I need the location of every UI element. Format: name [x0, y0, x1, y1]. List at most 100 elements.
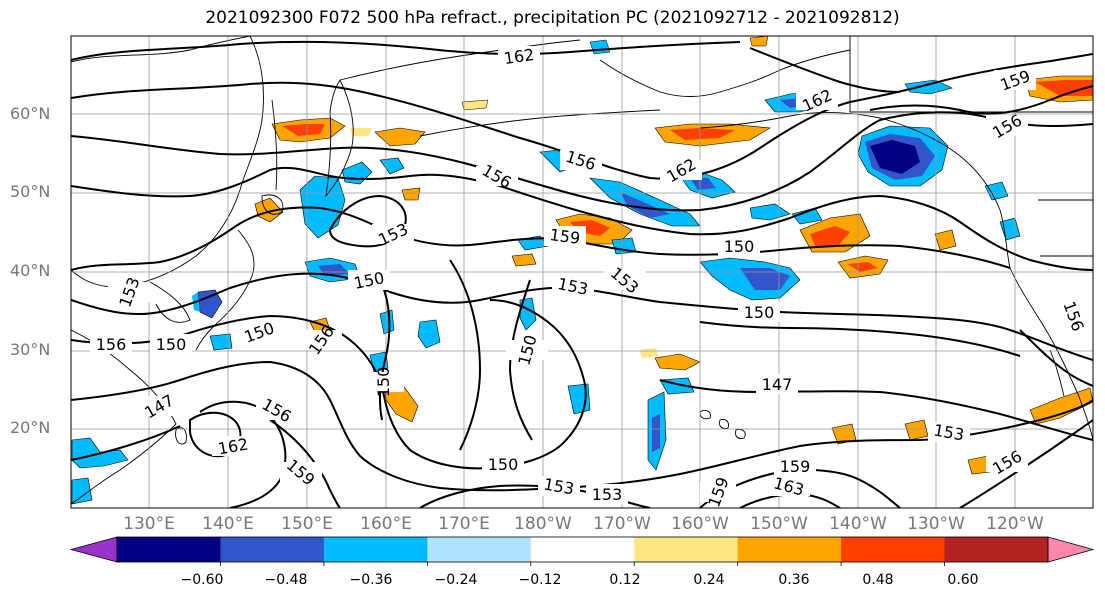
- figure-title: 2021092300 F072 500 hPa refract., precip…: [205, 8, 900, 28]
- colorbar-segment: [634, 537, 739, 562]
- coast-hawaii: [699, 409, 746, 439]
- shade-negative: [318, 264, 350, 276]
- colorbar-segment: [427, 537, 532, 562]
- colorbar-segment: [944, 537, 1049, 562]
- contour-line: [699, 321, 1021, 357]
- colorbar-frame: [116, 536, 1049, 563]
- lat-label: 30°N: [10, 340, 51, 359]
- colorbar-tick-label: −0.60: [180, 572, 224, 588]
- shade-positive: [934, 229, 957, 251]
- lat-label: 60°N: [10, 104, 51, 123]
- shade-weak-positive: [640, 348, 658, 358]
- coast-sakhalin: [271, 99, 278, 191]
- contour-line: [378, 279, 391, 421]
- coast-baja: [1049, 349, 1065, 397]
- lon-label: 150°E: [281, 514, 333, 534]
- colorbar-tick-label: 0.48: [862, 572, 894, 588]
- shade-negative: [620, 192, 670, 218]
- lon-label: 130°W: [907, 514, 965, 534]
- coast-japan: [195, 229, 255, 351]
- contour-line: [449, 259, 482, 451]
- shade-strong-negative: [870, 140, 920, 174]
- contour-line: [71, 111, 1093, 212]
- shade-strong-positive: [848, 262, 878, 272]
- shade-strong-positive: [810, 226, 850, 246]
- contour-line: [508, 279, 533, 441]
- contour-line: [71, 40, 741, 61]
- coast-korea: [149, 281, 191, 323]
- lon-label: 170°W: [593, 514, 651, 534]
- precipitation-shading: [71, 36, 1093, 505]
- contour-label: 150: [724, 237, 755, 256]
- lon-label: 140°E: [202, 514, 254, 534]
- contour-line: [199, 400, 287, 508]
- shade-strong-positive: [670, 128, 735, 140]
- shade-strong-positive: [1035, 80, 1093, 96]
- lon-label: 130°E: [123, 514, 175, 534]
- shade-moderate-negative: [984, 181, 1009, 201]
- coast-kamchatka: [325, 79, 354, 198]
- shade-negative: [690, 178, 716, 190]
- lon-label: 180°W: [514, 514, 572, 534]
- colorbar-segment: [530, 537, 635, 562]
- colorbar-tick-label: 0.12: [609, 572, 641, 588]
- contour-line: [749, 47, 901, 93]
- gridlines: [71, 36, 1093, 508]
- colorbar-segment: [841, 537, 946, 562]
- colorbar-tick-label: 0.60: [947, 572, 979, 588]
- shade-positive: [511, 253, 537, 267]
- shade-strong-positive: [282, 124, 325, 136]
- colorbar-segment: [117, 537, 221, 562]
- contour-label: 159: [548, 225, 581, 248]
- shade-weak-positive: [350, 128, 372, 136]
- coast-taiwan: [175, 427, 187, 445]
- contour-label: 150: [374, 367, 393, 398]
- contour-label: 153: [592, 485, 623, 504]
- coast-alaska-west: [599, 49, 851, 97]
- colorbar-extend-min: [69, 536, 118, 563]
- lon-label: 160°E: [360, 514, 412, 534]
- coast-na-west: [1009, 267, 1093, 441]
- colorbar-tick-label: −0.24: [434, 572, 478, 588]
- contour-line: [71, 53, 1093, 180]
- colorbar-tick-label: 0.24: [693, 572, 725, 588]
- contour-line: [659, 379, 1093, 441]
- contour-label: 147: [762, 375, 793, 394]
- contour-line: [71, 360, 1093, 492]
- lat-label: 50°N: [10, 182, 51, 201]
- shade-moderate-negative: [209, 333, 233, 351]
- lon-label: 150°W: [750, 514, 808, 534]
- contour-label: 156: [96, 335, 127, 354]
- shade-negative: [197, 289, 223, 319]
- colorbar-extend-max: [1047, 536, 1095, 563]
- colorbar-tick-label: −0.48: [264, 572, 308, 588]
- contour-line: [71, 299, 587, 470]
- shade-positive: [749, 36, 769, 47]
- colorbar-segment: [323, 537, 428, 562]
- coast-hokkaido: [261, 194, 284, 215]
- lon-label: 140°W: [829, 514, 887, 534]
- shade-positive: [654, 353, 701, 371]
- coast-china: [71, 329, 177, 505]
- shade-positive: [374, 127, 426, 147]
- shade-moderate-negative: [749, 203, 791, 221]
- lat-label: 20°N: [10, 418, 51, 437]
- colorbar: [69, 536, 1095, 566]
- contour-line: [71, 419, 341, 508]
- coastlines: [71, 36, 1093, 505]
- shade-negative: [740, 268, 790, 290]
- shade-weak-positive: [461, 99, 489, 111]
- shade-moderate-negative: [417, 319, 441, 349]
- colorbar-tick-label: −0.36: [349, 572, 393, 588]
- contour-label: 159: [780, 457, 811, 476]
- map-frame: [70, 35, 1094, 509]
- contour-label: 150: [156, 335, 187, 354]
- contour-line: [71, 166, 1093, 271]
- contour-label: 150: [744, 303, 775, 322]
- contour-line: [959, 419, 1093, 508]
- contour-line: [869, 85, 1093, 115]
- colorbar-segment: [220, 537, 325, 562]
- contour-line: [71, 272, 1093, 361]
- shade-positive: [254, 197, 284, 223]
